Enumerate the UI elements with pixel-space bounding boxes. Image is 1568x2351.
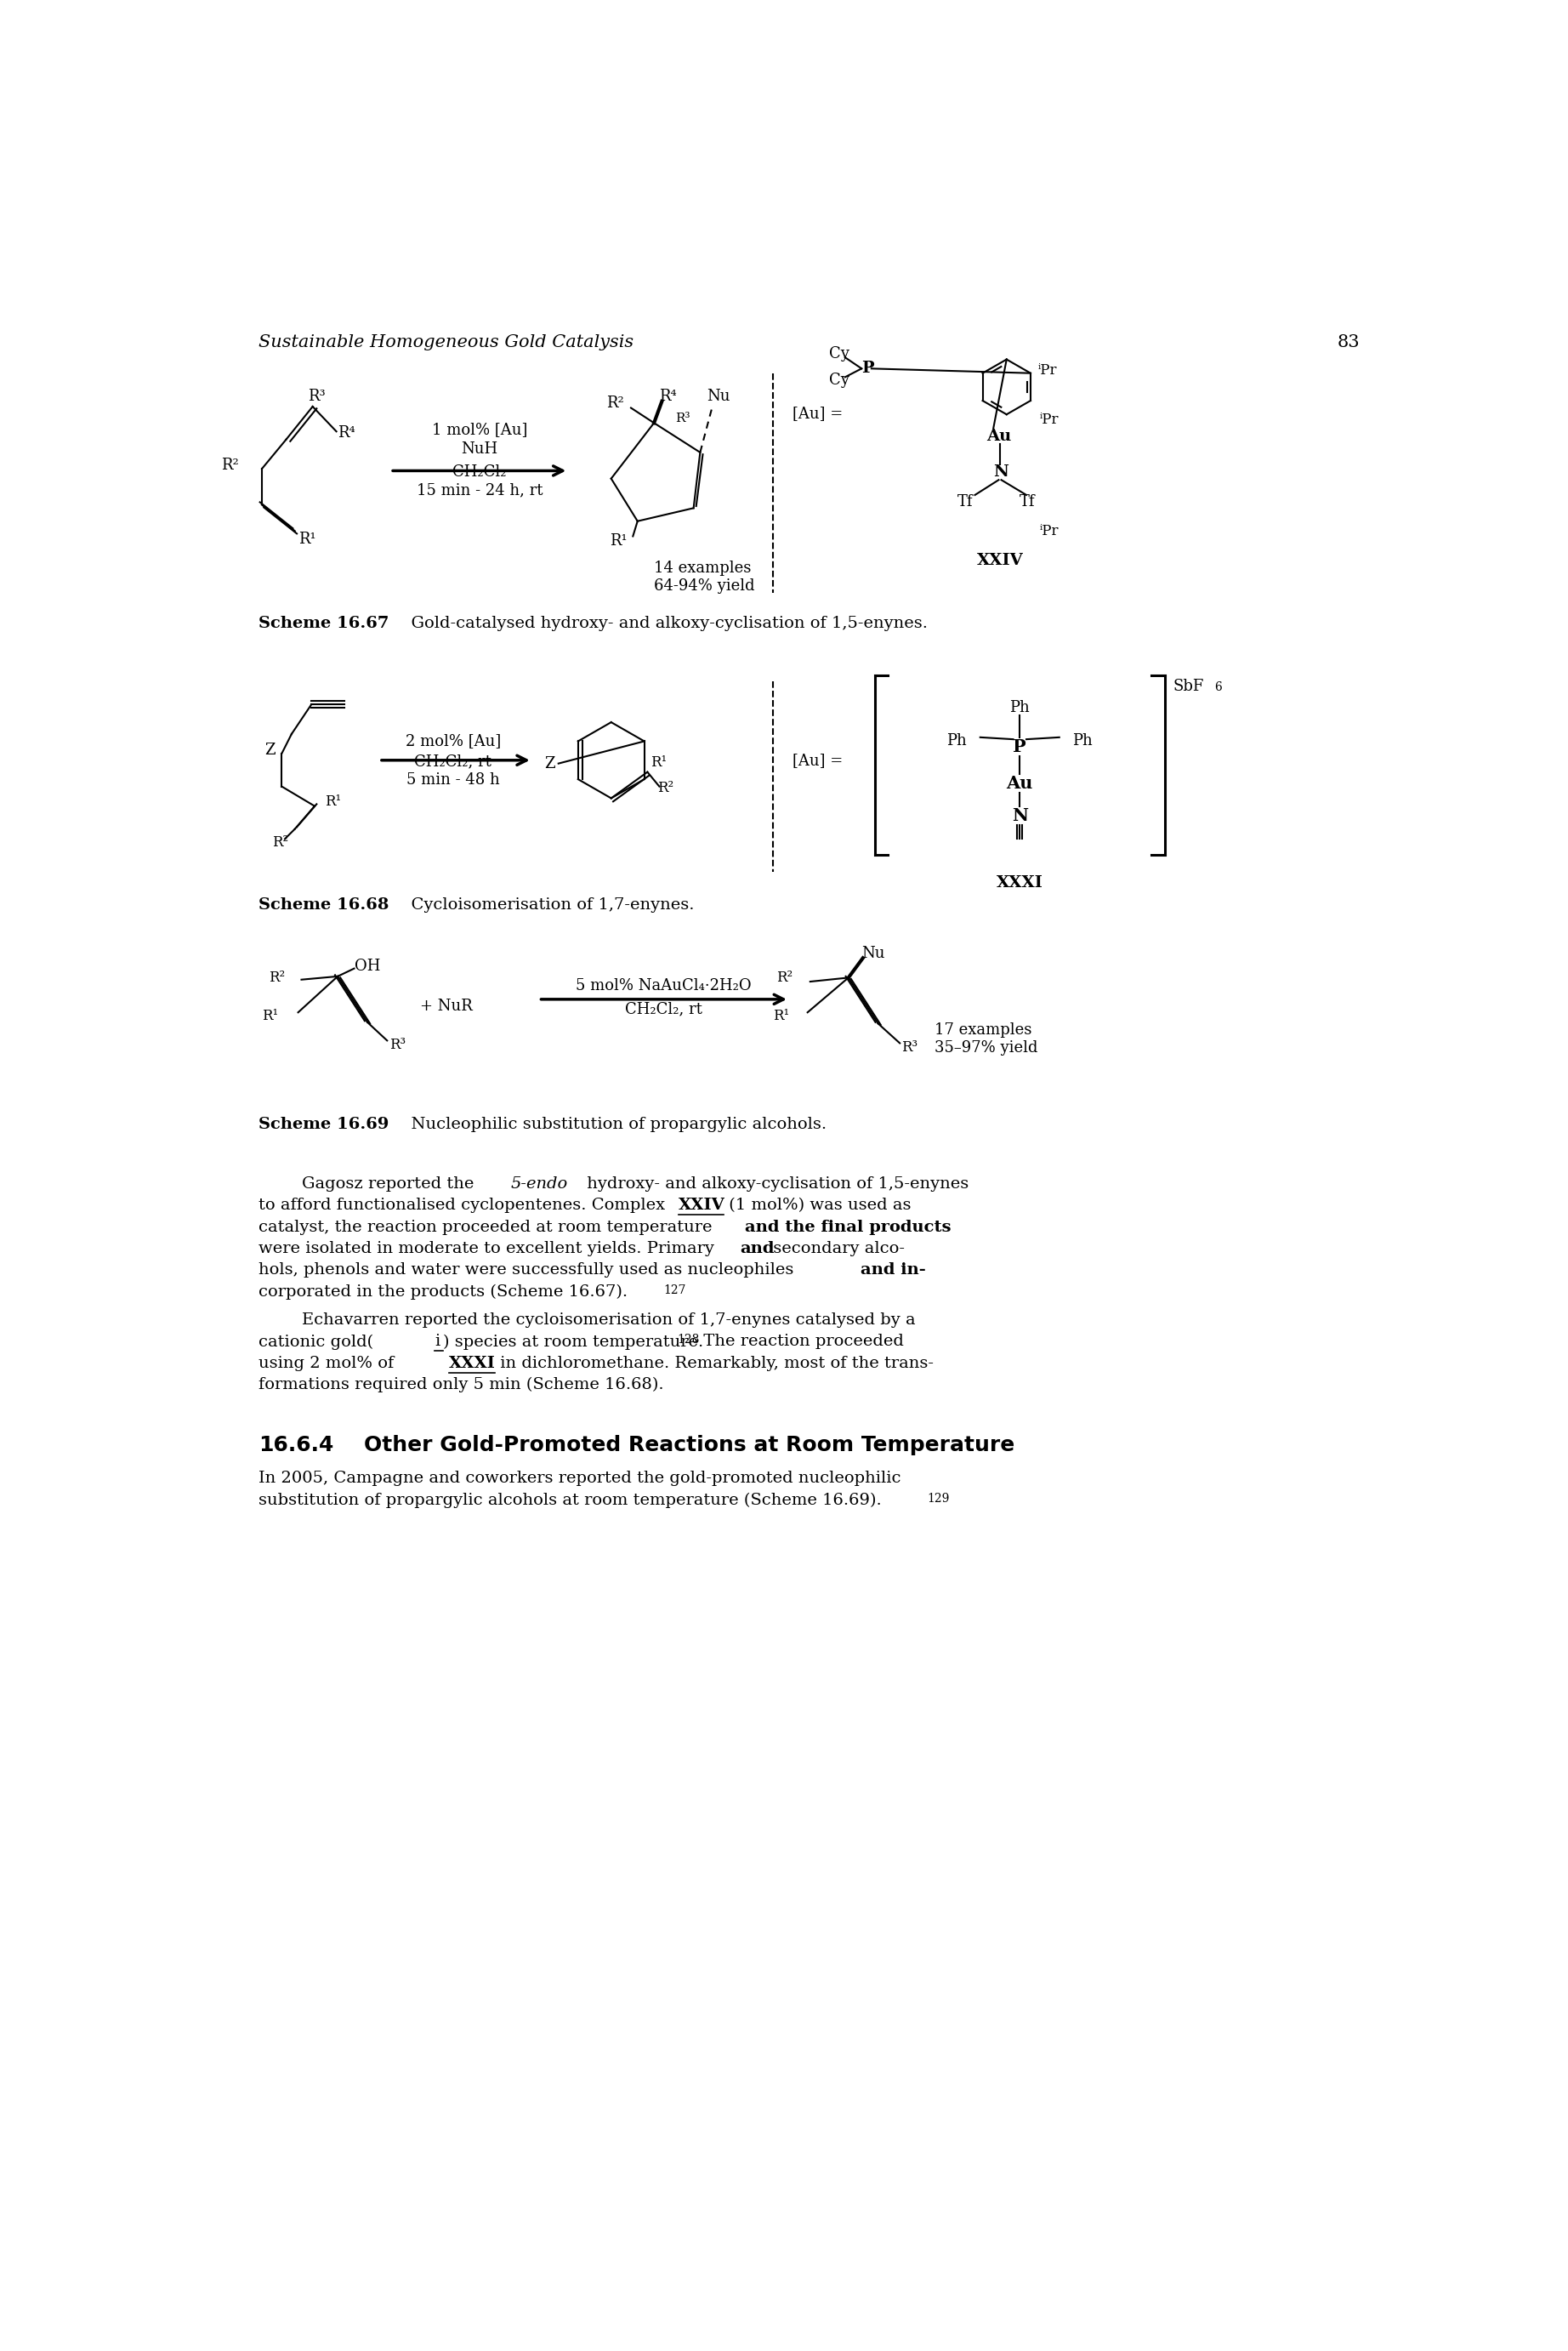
Text: Tf: Tf xyxy=(1019,494,1035,510)
Text: Scheme 16.67: Scheme 16.67 xyxy=(259,616,389,632)
Text: hydroxy- and alkoxy-cyclisation of 1,5-enynes: hydroxy- and alkoxy-cyclisation of 1,5-e… xyxy=(582,1176,969,1192)
Text: ⁱPr: ⁱPr xyxy=(1040,524,1058,538)
Text: Au: Au xyxy=(986,428,1011,444)
Text: ) species at room temperature.: ) species at room temperature. xyxy=(444,1333,704,1349)
Text: formations required only 5 min (Scheme 16.68).: formations required only 5 min (Scheme 1… xyxy=(259,1378,663,1392)
Text: R²: R² xyxy=(776,971,792,985)
Text: Scheme 16.69: Scheme 16.69 xyxy=(259,1117,389,1133)
Text: R⁴: R⁴ xyxy=(337,426,356,440)
Text: The reaction proceeded: The reaction proceeded xyxy=(698,1333,903,1349)
Text: P: P xyxy=(1013,738,1027,755)
Text: R¹: R¹ xyxy=(651,755,666,769)
Text: 64-94% yield: 64-94% yield xyxy=(654,578,754,592)
Text: Ph: Ph xyxy=(947,734,967,748)
Text: Other Gold-Promoted Reactions at Room Temperature: Other Gold-Promoted Reactions at Room Te… xyxy=(364,1434,1014,1455)
Text: R¹: R¹ xyxy=(610,534,627,548)
Text: hols, phenols and water were successfully used as nucleophiles: hols, phenols and water were successfull… xyxy=(259,1262,800,1279)
Text: R³: R³ xyxy=(389,1037,406,1053)
Text: in dichloromethane. Remarkably, most of the trans-: in dichloromethane. Remarkably, most of … xyxy=(495,1357,935,1371)
Text: 16.6.4: 16.6.4 xyxy=(259,1434,334,1455)
Text: Au: Au xyxy=(1007,773,1033,792)
Text: 128: 128 xyxy=(677,1333,699,1345)
Text: Nu: Nu xyxy=(861,945,884,962)
Text: Cy: Cy xyxy=(828,346,848,362)
Text: N: N xyxy=(1011,806,1029,825)
Text: Sustainable Homogeneous Gold Catalysis: Sustainable Homogeneous Gold Catalysis xyxy=(259,334,633,350)
Text: XXIV: XXIV xyxy=(977,552,1024,569)
Text: Echavarren reported the cycloisomerisation of 1,7-enynes catalysed by a: Echavarren reported the cycloisomerisati… xyxy=(301,1312,916,1328)
Text: 2 mol% [Au]: 2 mol% [Au] xyxy=(405,734,500,748)
Text: CH₂Cl₂, rt: CH₂Cl₂, rt xyxy=(414,755,492,769)
Text: Nucleophilic substitution of propargylic alcohols.: Nucleophilic substitution of propargylic… xyxy=(400,1117,826,1133)
Text: 35–97% yield: 35–97% yield xyxy=(935,1039,1038,1056)
Text: XXIV: XXIV xyxy=(679,1197,724,1213)
Text: 15 min - 24 h, rt: 15 min - 24 h, rt xyxy=(416,482,543,498)
Text: R²: R² xyxy=(268,971,285,985)
Text: Gold-catalysed hydroxy- and alkoxy-cyclisation of 1,5-enynes.: Gold-catalysed hydroxy- and alkoxy-cycli… xyxy=(400,616,928,632)
Text: + NuR: + NuR xyxy=(420,999,472,1013)
Text: to afford functionalised cyclopentenes. Complex: to afford functionalised cyclopentenes. … xyxy=(259,1197,671,1213)
Text: were isolated in moderate to excellent yields. Primary: were isolated in moderate to excellent y… xyxy=(259,1241,720,1255)
Text: Cycloisomerisation of 1,7-enynes.: Cycloisomerisation of 1,7-enynes. xyxy=(400,898,695,912)
Text: using 2 mol% of: using 2 mol% of xyxy=(259,1357,400,1371)
Text: R²: R² xyxy=(657,781,674,795)
Text: R²: R² xyxy=(607,395,624,411)
Text: Ph: Ph xyxy=(1010,701,1030,715)
Text: Tf: Tf xyxy=(956,494,972,510)
Text: ⁱPr: ⁱPr xyxy=(1038,364,1057,379)
Text: and the final products: and the final products xyxy=(745,1220,952,1234)
Text: [Au] =: [Au] = xyxy=(792,752,842,769)
Text: (1 mol%) was used as: (1 mol%) was used as xyxy=(723,1197,911,1213)
Text: 6: 6 xyxy=(1214,682,1221,694)
Text: R³: R³ xyxy=(307,388,326,404)
Text: ⁱPr: ⁱPr xyxy=(1040,411,1058,428)
Text: 5 min - 48 h: 5 min - 48 h xyxy=(406,771,500,788)
Text: R³: R³ xyxy=(902,1041,917,1056)
Text: 127: 127 xyxy=(663,1284,687,1295)
Text: substitution of propargylic alcohols at room temperature (Scheme 16.69).: substitution of propargylic alcohols at … xyxy=(259,1493,881,1507)
Text: 83: 83 xyxy=(1338,334,1359,350)
Text: P: P xyxy=(861,362,873,376)
Text: and in-: and in- xyxy=(861,1262,925,1279)
Text: R¹: R¹ xyxy=(262,1009,279,1023)
Text: NuH: NuH xyxy=(461,442,497,456)
Text: Nu: Nu xyxy=(707,388,731,404)
Text: Gagosz reported the: Gagosz reported the xyxy=(301,1176,478,1192)
Text: 17 examples: 17 examples xyxy=(935,1023,1032,1037)
Text: 14 examples: 14 examples xyxy=(654,560,751,576)
Text: secondary alco-: secondary alco- xyxy=(768,1241,905,1255)
Text: catalyst, the reaction proceeded at room temperature: catalyst, the reaction proceeded at room… xyxy=(259,1220,718,1234)
Text: and: and xyxy=(740,1241,775,1255)
Text: OH: OH xyxy=(354,959,379,973)
Text: Scheme 16.68: Scheme 16.68 xyxy=(259,898,389,912)
Text: 5-endo: 5-endo xyxy=(510,1176,568,1192)
Text: Z: Z xyxy=(544,757,555,771)
Text: cationic gold(: cationic gold( xyxy=(259,1333,373,1349)
Text: XXXI: XXXI xyxy=(996,875,1043,891)
Text: 5 mol% NaAuCl₄·2H₂O: 5 mol% NaAuCl₄·2H₂O xyxy=(575,978,751,994)
Text: [Au] =: [Au] = xyxy=(792,404,842,421)
Text: XXXI: XXXI xyxy=(448,1357,495,1371)
Text: 129: 129 xyxy=(928,1493,950,1505)
Text: R²: R² xyxy=(271,835,289,849)
Text: N: N xyxy=(994,465,1008,480)
Text: R⁴: R⁴ xyxy=(659,388,677,404)
Text: CH₂Cl₂: CH₂Cl₂ xyxy=(453,465,506,480)
Text: corporated in the products (Scheme 16.67).: corporated in the products (Scheme 16.67… xyxy=(259,1284,627,1300)
Text: In 2005, Campagne and coworkers reported the gold-promoted nucleophilic: In 2005, Campagne and coworkers reported… xyxy=(259,1472,902,1486)
Text: Cy: Cy xyxy=(828,374,848,388)
Text: R¹: R¹ xyxy=(298,531,315,545)
Text: 1 mol% [Au]: 1 mol% [Au] xyxy=(431,421,527,437)
Text: CH₂Cl₂, rt: CH₂Cl₂, rt xyxy=(626,1002,702,1016)
Text: R¹: R¹ xyxy=(325,795,340,809)
Text: SbF: SbF xyxy=(1173,679,1204,694)
Text: Z: Z xyxy=(265,743,274,757)
Text: R¹: R¹ xyxy=(773,1009,789,1023)
Text: i: i xyxy=(434,1333,441,1349)
Text: R²: R² xyxy=(221,458,238,473)
Text: R³: R³ xyxy=(676,411,690,423)
Text: Ph: Ph xyxy=(1073,734,1093,748)
